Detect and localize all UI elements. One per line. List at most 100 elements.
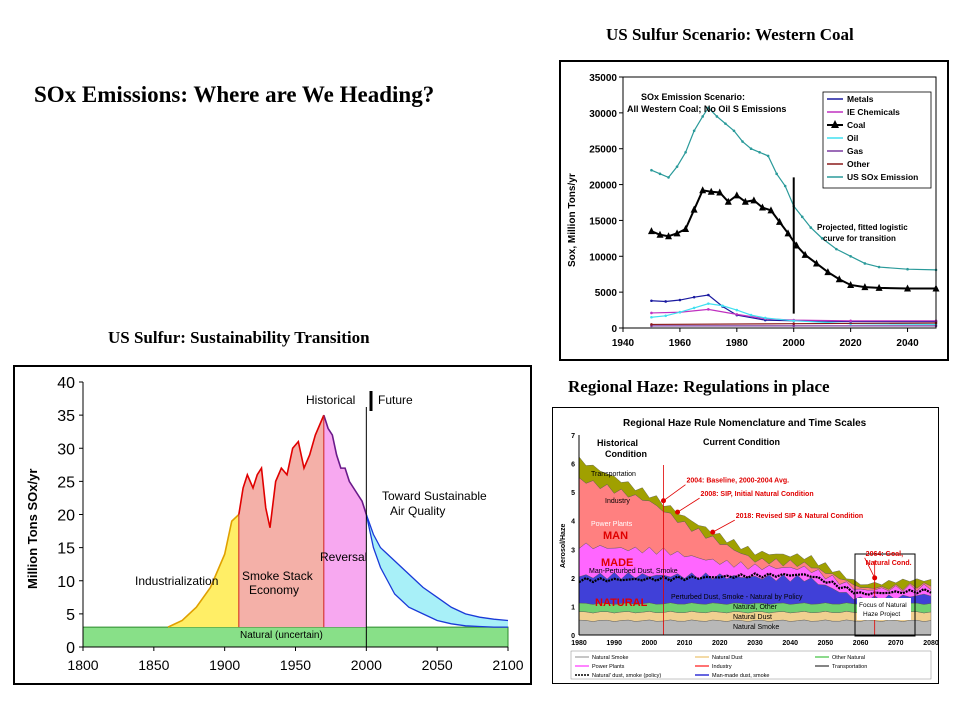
milestone-dot [675,509,681,515]
sustainability-chart-panel: 0 5 10 15 20 25 30 35 40 1800 1850 1900 1950 2000 2050… [13,365,532,685]
series-line-ie-chemicals [651,308,936,322]
point-oil [763,316,767,320]
milestone-label: 2018: Revised SIP & Natural Condition [736,513,863,520]
focus-box [854,553,916,637]
point-oil [792,319,796,323]
x-tick-label: 2000 [783,338,806,349]
point-metals [664,300,667,303]
x-tick-label: 1980 [571,640,587,647]
x-tick-label: 1950 [280,657,311,673]
x-tick-label: 2050 [422,657,453,673]
point-us-sox-emission [877,265,881,269]
point-us-sox-emission [675,165,679,168]
point-ie-chemicals [707,308,710,311]
area-reversal [323,415,367,628]
point-oil [678,310,682,314]
area-industrialization [168,514,239,628]
point-us-sox-emission [701,115,704,118]
legend-label-coal: Coal [847,120,865,130]
y-tick-label: 2 [571,576,575,583]
scenario-annotation-line1: SOx Emission Scenario: [641,92,745,102]
power-plants-label: Power Plants [591,521,633,528]
point-us-sox-emission [724,122,727,125]
economy-label: Economy [249,583,299,597]
caption-western-coal: US Sulfur Scenario: Western Coal [606,25,854,44]
legend-label-oil: Oil [847,133,858,143]
made-label: MADE [601,557,633,569]
transportation-label: Transportation [591,471,636,478]
legend-label-us-sox-emission: US SOx Emission [847,172,918,182]
coal-point [733,191,741,199]
y-tick-label: 30 [57,441,75,458]
coal-point [904,284,912,292]
point-us-sox-emission [800,215,804,219]
western-coal-chart-panel: 0 5000 10000 15000 20000 25000 30000 35000 1940 1… [559,60,949,361]
layer-transportation [578,456,932,591]
y-tick-label: 25000 [589,145,617,156]
coal-point [776,217,783,225]
legend-label-metals: Metals [847,94,874,104]
sustainability-chart: 0 5 10 15 20 25 30 35 40 1800 1850 1900 1950 2000 2050… [25,375,524,673]
coal-point [724,197,732,205]
reversal-label: Reversal [320,550,367,564]
milestone-label: 2004: Baseline, 2000-2004 Avg. [686,478,789,485]
slide-title: SOx Emissions: Where are We Heading? [34,82,435,107]
natural-band-label: Natural (uncertain) [240,630,323,641]
point-us-sox-emission [766,154,770,158]
y-tick-label: 15 [57,541,75,558]
point-gas [792,324,796,328]
point-us-sox-emission [715,115,719,118]
area-smoke-stack-economy [238,415,324,628]
x-tick-label: 2040 [896,338,919,349]
y-tick-label: 15000 [589,216,617,227]
x-tick-label: 2020 [712,640,728,647]
sustainable-label-line2: Air Quality [390,504,445,518]
milestone-leader [663,484,686,502]
sustainable-label-line1: Toward Sustainable [382,489,487,503]
coal-point [656,230,664,238]
projection-annotation-line1: Projected, fitted logistic [817,223,908,232]
man-label: MAN [603,530,628,542]
point-us-sox-emission [758,151,761,154]
point-us-sox-emission [863,262,867,265]
legend: Metals IE Chemicals Coal Oil Gas Other US SOx … [822,91,932,189]
point-ie-chemicals [849,319,852,323]
upper-line-toward-sustainable-air-quality [365,514,509,622]
legend-box [570,650,932,680]
coal-point [758,203,766,211]
point-oil [692,306,696,310]
y-tick-label: 10000 [589,252,617,263]
x-tick-label: 1850 [138,657,169,673]
coal-point [767,206,775,214]
point-us-sox-emission [809,226,813,229]
x-tick-label: 1900 [209,657,240,673]
historical-condition-label-2: Condition [605,449,647,459]
projection-annotation-line2: curve for transition [823,234,896,243]
coal-point [793,241,801,249]
point-us-sox-emission [684,151,687,154]
y-axis-label: Sox, Million Tons/yr [567,173,578,267]
coal-point [699,186,707,194]
point-us-sox-emission [667,176,670,179]
coal-point [741,197,749,205]
legend-label-transportation: Transportation [832,664,867,670]
point-us-sox-emission [658,172,662,176]
point-us-sox-emission [849,254,852,258]
lower-line-toward-sustainable-air-quality [365,514,508,628]
y-tick-label: 5 [66,607,75,624]
point-us-sox-emission [820,237,824,240]
legend-label-natural-dust: Natural Dust [712,655,743,661]
point-oil [735,308,739,312]
coal-point [665,232,673,240]
y-tick-label: 4 [571,519,575,526]
y-tick-label: 30000 [589,109,617,120]
point-oil [707,302,710,305]
coal-point [784,229,792,237]
y-tick-label: 25 [57,474,75,491]
point-us-sox-emission [707,106,710,110]
x-tick-label: 2070 [888,640,904,647]
x-tick-label: 2010 [677,640,693,647]
point-other [650,323,653,326]
y-tick-label: 3 [571,547,575,554]
historical-condition-label-1: Historical [597,438,638,448]
